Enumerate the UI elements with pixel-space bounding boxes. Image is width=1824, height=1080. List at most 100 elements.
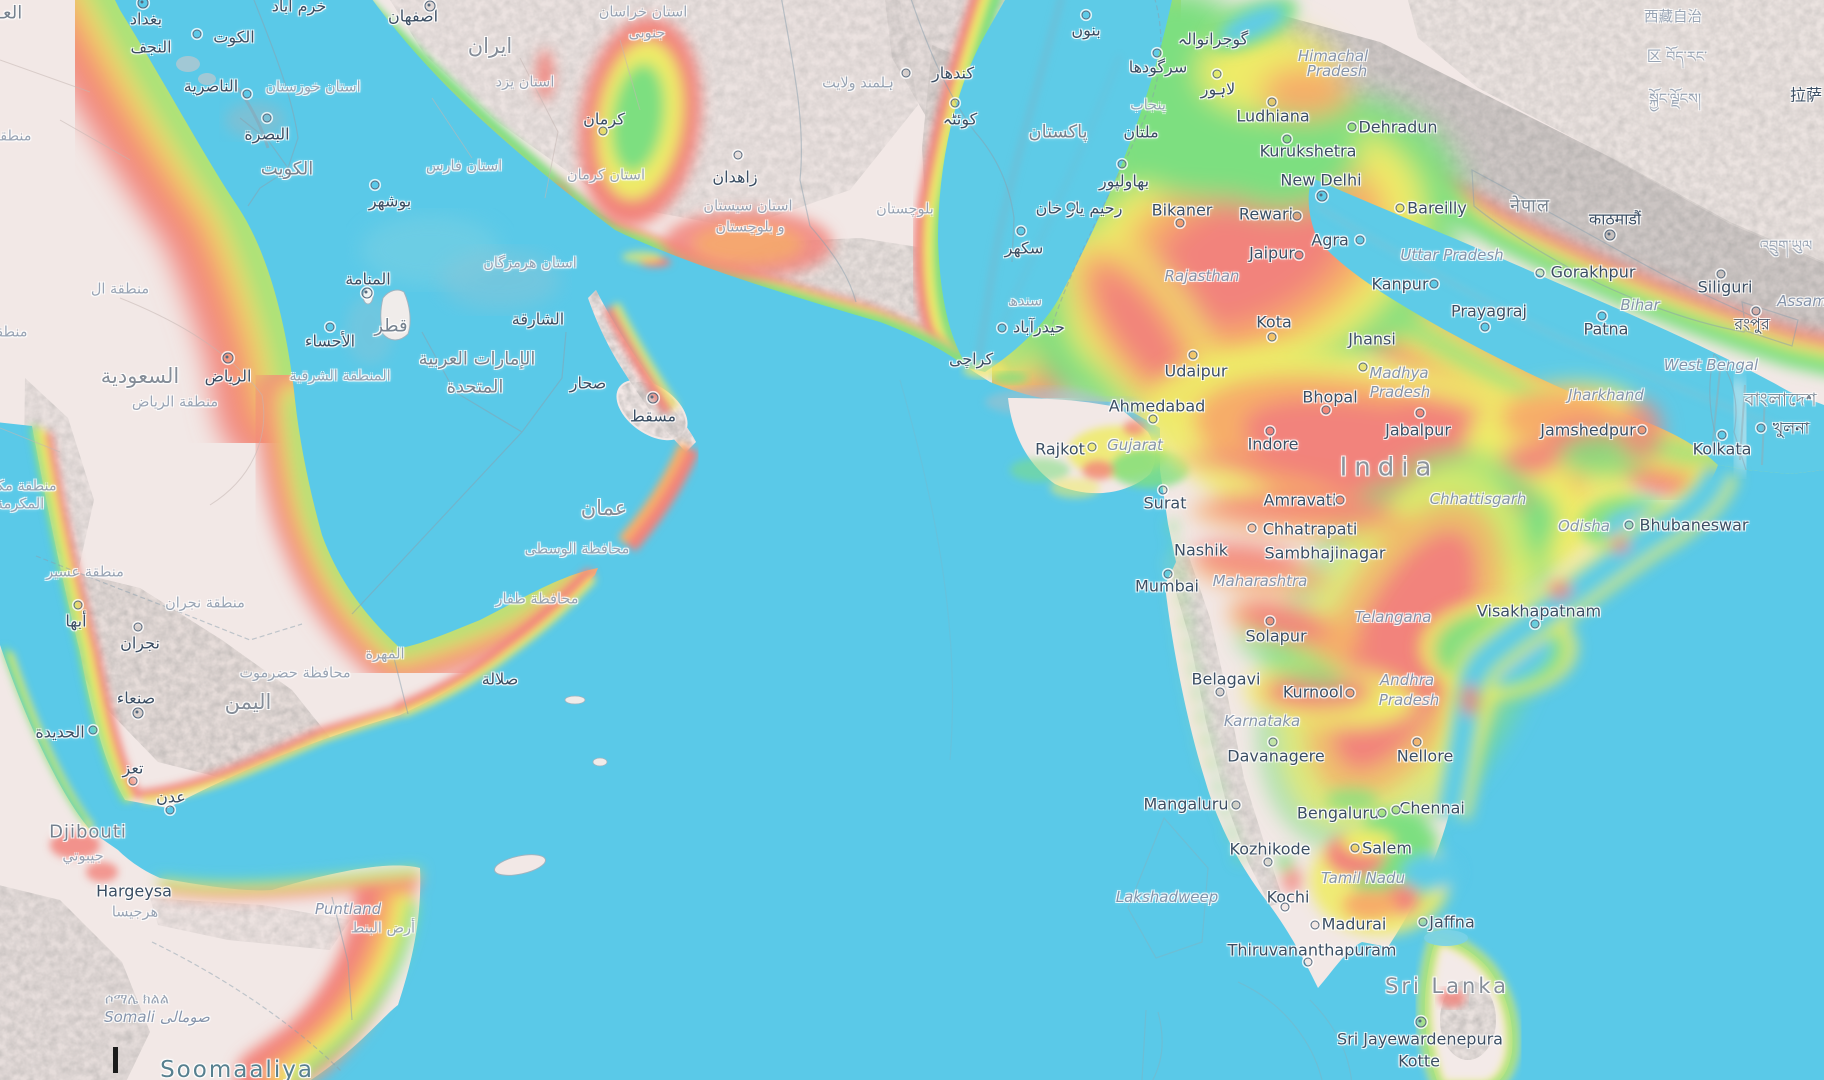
map-label: སྐྱོང་ལྗོངས། xyxy=(1648,91,1702,108)
map-label: Bhubaneswar xyxy=(1639,515,1749,535)
map-label: کرمان xyxy=(583,109,625,129)
map-label: Indore xyxy=(1247,434,1299,454)
map-label: بلوچستان xyxy=(876,201,934,218)
map-label: Madhya xyxy=(1369,364,1429,383)
city-marker xyxy=(901,68,911,78)
city-marker xyxy=(1345,688,1355,698)
map-label: ایران xyxy=(467,33,513,58)
map-label: Davanagere xyxy=(1227,746,1325,766)
city-marker xyxy=(1624,520,1634,530)
city-marker xyxy=(997,323,1007,333)
map-label: Rajasthan xyxy=(1164,267,1240,286)
map-label: Ahmedabad xyxy=(1108,396,1206,416)
map-label: کراچی xyxy=(948,349,994,369)
map-label: Bareilly xyxy=(1407,198,1467,218)
city-marker xyxy=(1377,808,1387,818)
map-label: السعودية xyxy=(100,363,180,388)
city-marker xyxy=(1175,218,1185,228)
map-label: Kozhikode xyxy=(1229,839,1311,859)
map-label: Ludhiana xyxy=(1236,106,1310,126)
capital-city-marker xyxy=(1316,190,1328,202)
map-label: و بلوچستان xyxy=(715,219,785,236)
map-label: زاهدان xyxy=(712,167,758,187)
map-label: Pradesh xyxy=(1378,691,1440,710)
city-marker xyxy=(1597,311,1607,321)
map-label: منطقة مكة xyxy=(0,478,57,495)
map-label: سندھ xyxy=(1007,293,1043,310)
map-label: حیدرآباد xyxy=(1013,317,1065,337)
map-label: Nellore xyxy=(1396,746,1454,766)
city-marker xyxy=(733,150,743,160)
city-marker xyxy=(1358,362,1368,372)
map-label: الأحساء xyxy=(304,331,356,351)
map-label: Bikaner xyxy=(1151,200,1213,220)
map-label: الكويت xyxy=(260,158,314,180)
city-marker xyxy=(1294,250,1304,260)
map-label: قطر xyxy=(374,315,408,337)
city-marker xyxy=(1335,495,1345,505)
map-label: Salem xyxy=(1362,838,1412,858)
map-label: Kotte xyxy=(1398,1051,1440,1071)
map-label: Pradesh xyxy=(1369,383,1431,402)
map-label: ہلمند ولایت xyxy=(822,75,894,92)
map-label: রংপুর xyxy=(1734,314,1770,334)
map-label: بهاولپور xyxy=(1098,171,1150,191)
map-label: Somali صومالى xyxy=(104,1008,210,1027)
map-label: المتحدة xyxy=(446,376,504,398)
map-label: استان سیستان xyxy=(703,198,793,215)
map-label: اصفهان xyxy=(387,6,439,26)
capital-city-marker xyxy=(361,287,373,299)
map-label: नेपाल xyxy=(1509,195,1551,217)
capital-city-marker xyxy=(1415,1016,1427,1028)
map-label: محافظة حضرموت xyxy=(239,665,351,682)
map-label: Jamshedpur xyxy=(1540,420,1636,440)
map-label: Pradesh xyxy=(1306,62,1368,81)
map-label: Jharkhand xyxy=(1568,386,1644,405)
map-label: جيبوتي xyxy=(62,848,104,865)
city-marker xyxy=(1267,332,1277,342)
map-label: Kurukshetra xyxy=(1259,141,1357,161)
city-marker xyxy=(133,622,143,632)
city-marker xyxy=(1429,279,1439,289)
city-marker xyxy=(1415,408,1425,418)
map-label: المهرة xyxy=(365,646,405,663)
map-label: Odisha xyxy=(1557,517,1611,536)
map-label: اليمن xyxy=(224,689,272,714)
city-marker xyxy=(1152,48,1162,58)
city-marker xyxy=(598,126,608,136)
city-marker xyxy=(1087,442,1097,452)
map-label: Rajkot xyxy=(1035,439,1085,459)
map-label: Karnataka xyxy=(1223,712,1301,731)
city-marker xyxy=(950,98,960,108)
city-marker xyxy=(1268,737,1278,747)
capital-city-marker xyxy=(222,352,234,364)
map-label: འབྲུག་ཡུལ xyxy=(1759,238,1813,255)
map-label: بنوں xyxy=(1071,20,1101,40)
capital-city-marker xyxy=(647,392,659,404)
city-marker xyxy=(1321,405,1331,415)
city-marker xyxy=(128,776,138,786)
city-marker xyxy=(1081,10,1091,20)
map-label: منطقة الرياض xyxy=(131,394,219,411)
map-label: Uttar Pradesh xyxy=(1400,246,1504,265)
map-label: تعز xyxy=(122,758,144,778)
city-marker xyxy=(1756,423,1766,433)
map-label: العـ xyxy=(0,2,23,24)
map-label: کندھار xyxy=(932,63,974,83)
map-label: لاہور xyxy=(1200,79,1236,99)
map-label: Bhopal xyxy=(1302,387,1358,407)
map-label: کوئٹہ xyxy=(942,109,978,129)
city-marker xyxy=(1282,134,1292,144)
map-label: الرياض xyxy=(204,366,252,386)
map-label: Prayagraj xyxy=(1450,301,1528,321)
map-label: Chhatrapati xyxy=(1262,519,1358,539)
map-label: رحیم یار خان xyxy=(1035,198,1123,218)
map-label: الحديدة xyxy=(35,722,85,742)
capital-city-marker xyxy=(132,707,144,719)
map-label: Dehradun xyxy=(1358,117,1438,137)
map-label: استان هرمزگان xyxy=(483,255,577,272)
map-label: عدن xyxy=(156,787,186,807)
map-label: Himachal xyxy=(1297,47,1369,66)
map-label: البصرة xyxy=(244,124,290,144)
